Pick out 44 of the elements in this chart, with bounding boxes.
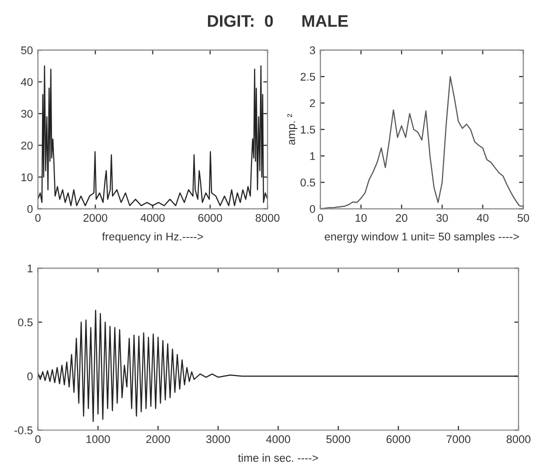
y-tick-label: -0.5 — [14, 426, 33, 434]
y-tick-label: 3 — [310, 46, 316, 54]
y-tick-label: 0.5 — [300, 178, 316, 186]
y-axis-title: amp. ² — [287, 114, 298, 145]
y-tick-label: 0 — [27, 372, 33, 380]
y-tick-label: 2.5 — [300, 72, 316, 81]
y-tick-label: 20 — [21, 142, 33, 150]
x-axis-title: frequency in Hz.----> — [102, 232, 203, 243]
x-tick-label: 50 — [518, 214, 530, 222]
y-tick-label: 1 — [28, 264, 33, 272]
y-tick-label: 2 — [310, 99, 315, 108]
line-series — [38, 310, 519, 422]
x-tick-label: 6000 — [198, 214, 222, 222]
x-tick-label: 1000 — [86, 435, 110, 444]
x-tick-label: 3000 — [206, 435, 230, 444]
y-tick-label: 30 — [21, 110, 33, 118]
x-tick-label: 2000 — [146, 435, 170, 444]
x-tick-label: 40 — [476, 214, 488, 222]
y-tick-label: 0.5 — [18, 318, 33, 326]
y-tick-label: 0 — [27, 205, 33, 213]
x-axis-title: energy window 1 unit= 50 samples ----> — [324, 232, 519, 243]
y-tick-label: 50 — [21, 46, 33, 54]
x-tick-label: 4000 — [140, 214, 165, 222]
x-tick-label: 6000 — [386, 435, 410, 444]
line-series — [38, 65, 268, 206]
x-tick-label: 0 — [35, 214, 41, 222]
x-tick-label: 10 — [356, 214, 367, 222]
y-tick-label: 40 — [20, 78, 33, 86]
x-tick-label: 7000 — [446, 435, 470, 444]
x-tick-label: 2000 — [84, 214, 108, 222]
x-tick-label: 0 — [35, 435, 41, 444]
y-tick-label: 1.5 — [300, 126, 316, 134]
x-tick-label: 5000 — [326, 435, 350, 444]
x-tick-label: 0 — [318, 214, 324, 222]
y-tick-label: 0 — [310, 205, 316, 213]
chart-title: DIGIT: 0 MALE — [208, 15, 348, 27]
x-tick-label: 30 — [436, 214, 448, 222]
y-tick-label: 1 — [310, 152, 315, 160]
x-tick-label: 4000 — [266, 435, 290, 444]
y-tick-label: 10 — [22, 173, 33, 182]
x-tick-label: 20 — [396, 214, 408, 222]
x-tick-label: 8000 — [506, 435, 530, 444]
x-axis-title: time in sec. ----> — [238, 454, 318, 462]
x-tick-label: 8000 — [256, 214, 280, 222]
